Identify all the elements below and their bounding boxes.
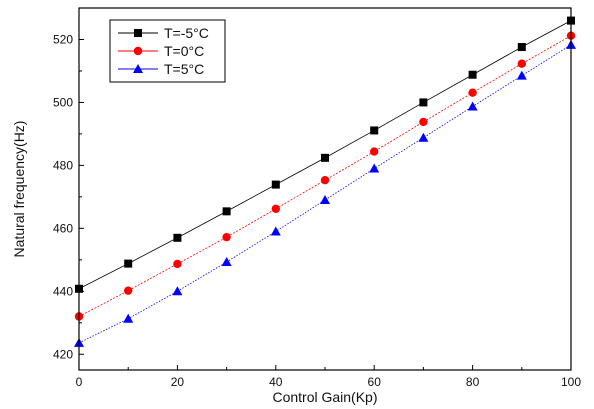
x-tick-label: 60 (368, 375, 382, 389)
data-point (467, 101, 478, 111)
data-point (221, 257, 232, 267)
y-axis-label: Natural frequency(Hz) (11, 121, 27, 258)
y-tick-label: 480 (53, 158, 73, 172)
ticks-layer: 0 20 40 60 80 100 420 440 460 480 500 520 (53, 32, 581, 389)
x-tick-label: 100 (561, 375, 581, 389)
x-tick-label: 20 (171, 375, 185, 389)
data-point (173, 259, 182, 269)
y-tick-label: 520 (53, 32, 73, 46)
y-tick-label: 440 (53, 284, 73, 298)
data-point (468, 88, 477, 97)
y-tick-label: 500 (53, 95, 73, 109)
data-point (271, 204, 280, 214)
data-point (173, 233, 182, 242)
legend: T=-5°C T=0°C T=5°C (109, 19, 226, 83)
legend-marker (134, 29, 142, 37)
data-point (320, 175, 330, 185)
data-point (123, 313, 134, 323)
y-tick-label: 420 (53, 347, 73, 361)
data-point (172, 286, 183, 296)
data-point (468, 70, 477, 79)
data-point (124, 259, 133, 268)
data-point (419, 98, 428, 107)
data-point (370, 147, 379, 156)
data-point (516, 70, 527, 80)
legend-entry: T=5°C (118, 61, 204, 77)
data-point (124, 286, 133, 295)
data-point (419, 117, 428, 127)
legend-label: T=-5°C (164, 25, 209, 41)
x-axis-label: Control Gain(Kp) (272, 389, 377, 405)
x-tick-label: 0 (76, 375, 83, 389)
series-circle (74, 31, 576, 321)
legend-entry: T=-5°C (118, 25, 209, 41)
legend-entry: T=0°C (118, 43, 204, 59)
data-point (517, 43, 526, 52)
data-point (320, 195, 330, 205)
legend-marker (133, 64, 143, 73)
data-point (370, 126, 379, 135)
data-point (517, 59, 526, 68)
legend-label: T=0°C (164, 43, 204, 59)
data-point (222, 207, 231, 216)
legend-marker (133, 46, 143, 56)
data-point (270, 226, 281, 236)
x-tick-label: 40 (269, 375, 283, 389)
x-tick-label: 80 (466, 375, 480, 389)
data-point (418, 132, 429, 142)
y-tick-label: 460 (53, 221, 73, 235)
series-triangle (74, 39, 576, 347)
data-point (222, 232, 231, 242)
legend-label: T=5°C (164, 61, 204, 77)
data-point (271, 180, 280, 189)
data-point (369, 163, 380, 173)
series-line (78, 44, 572, 344)
data-point (321, 153, 329, 162)
